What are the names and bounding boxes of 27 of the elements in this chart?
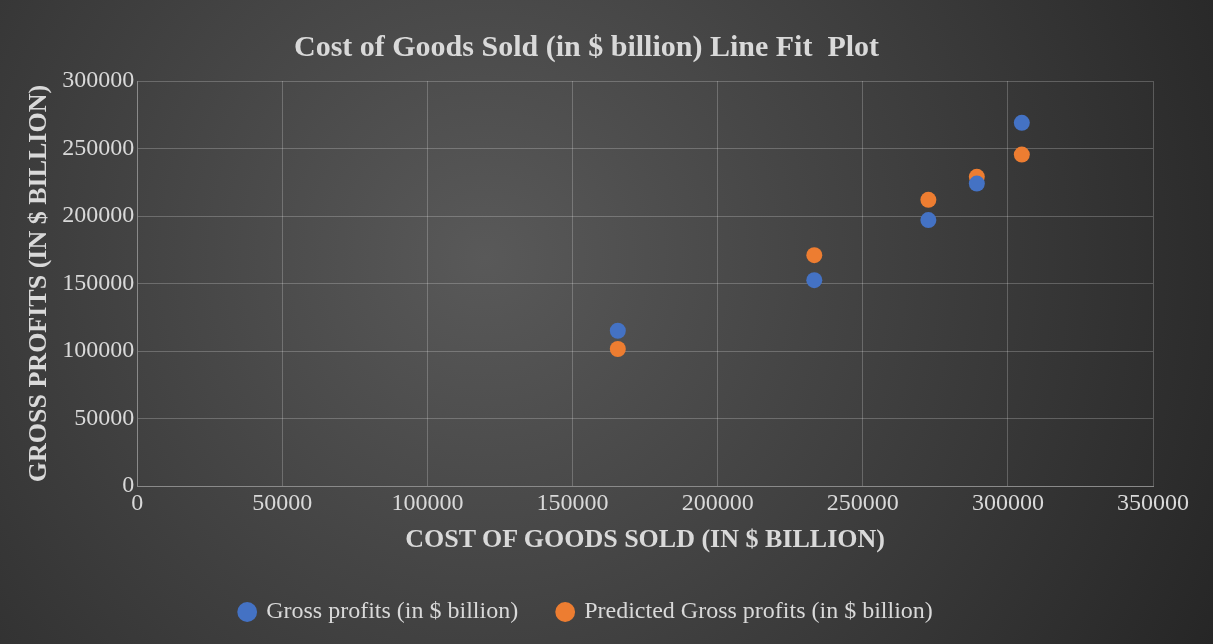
point	[609, 322, 626, 339]
x-tick-label: 250000	[826, 488, 899, 515]
x-tick-label: 300000	[971, 488, 1044, 515]
point	[920, 212, 937, 229]
x-axis-title: COST OF GOODS SOLD (IN $ BILLION)	[405, 524, 885, 554]
point	[968, 175, 985, 192]
y-tick-label: 50000	[74, 403, 135, 430]
point	[806, 272, 823, 289]
legend-label: Predicted Gross profits (in $ billion)	[584, 597, 933, 624]
point	[1013, 146, 1030, 163]
x-tick-label: 350000	[1117, 488, 1189, 515]
x-tick-label: 100000	[391, 488, 464, 515]
point	[920, 191, 937, 208]
point	[806, 247, 823, 264]
point	[609, 340, 626, 357]
y-tick-label: 200000	[62, 201, 135, 228]
legend-label: Gross profits (in $ billion)	[266, 597, 519, 624]
x-tick-label: 50000	[252, 488, 313, 515]
y-axis-title: GROSS PROFITS (IN $ BILLION)	[23, 84, 53, 483]
x-tick-label: 150000	[536, 488, 609, 515]
point	[1013, 114, 1030, 131]
y-tick-label: 250000	[62, 133, 135, 160]
x-tick-label: 200000	[681, 488, 754, 515]
y-tick-label: 300000	[62, 66, 135, 93]
y-tick-label: 100000	[62, 336, 135, 363]
y-tick-label: 150000	[62, 268, 135, 295]
chart-title: Cost of Goods Sold (in $ billion) Line Fit Plot	[293, 28, 880, 63]
